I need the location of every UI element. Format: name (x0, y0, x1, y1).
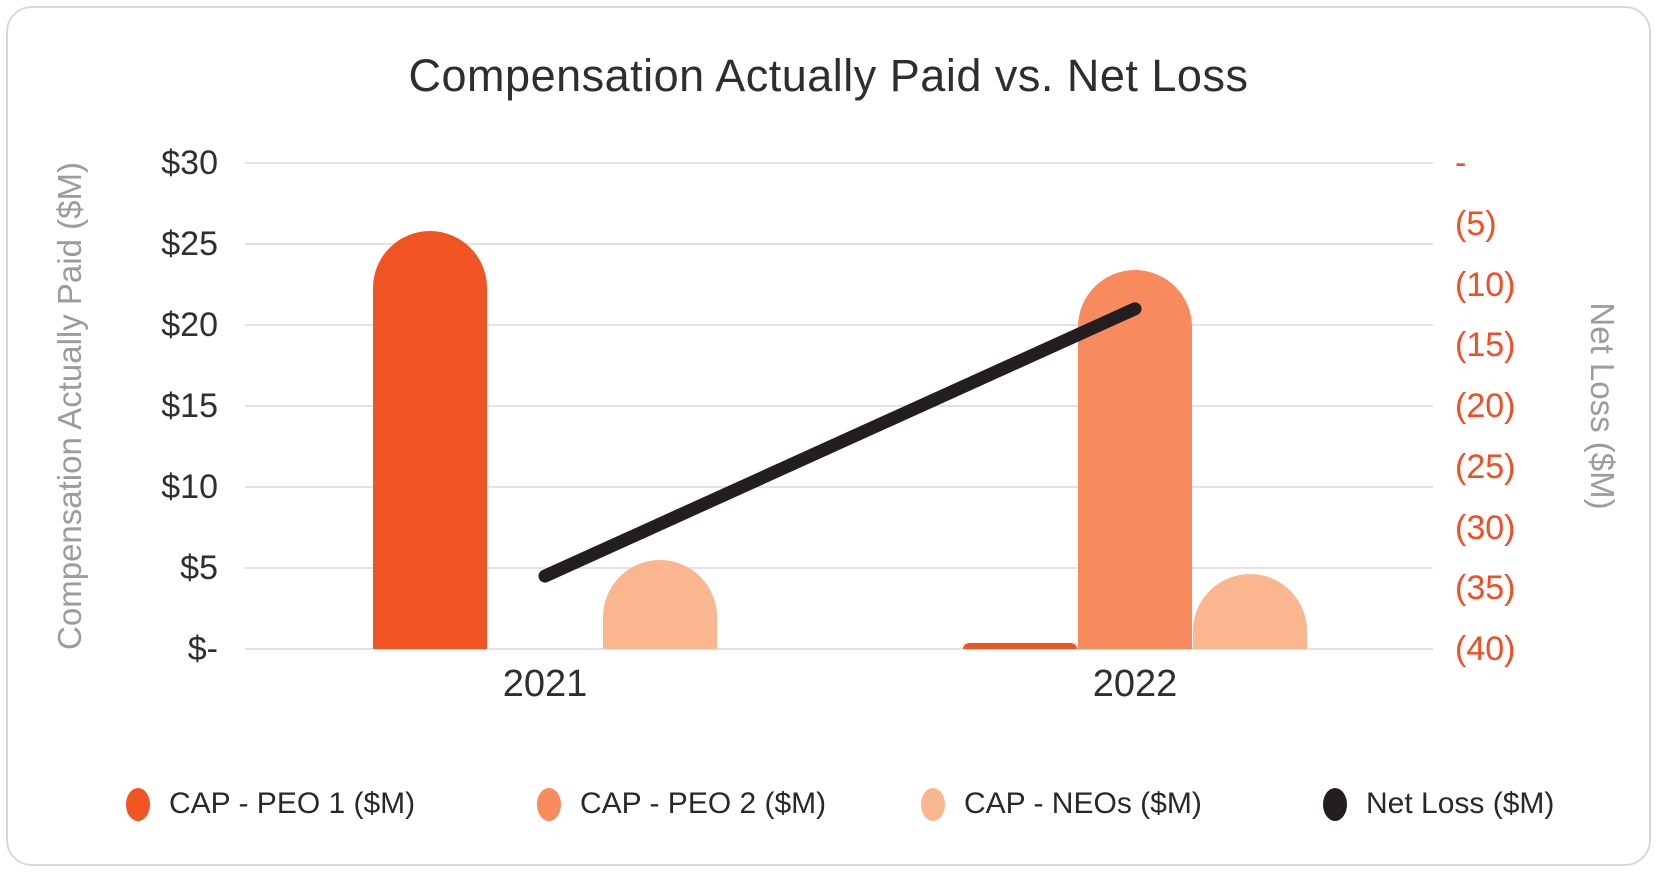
gridline (245, 486, 1433, 488)
left-axis-tick: $30 (161, 144, 218, 182)
gridline (245, 324, 1433, 326)
chart-title: Compensation Actually Paid vs. Net Loss (408, 50, 1249, 101)
left-axis-tick: $10 (161, 468, 218, 506)
cap-peo-2-dot-icon (537, 787, 561, 821)
plot-area (245, 162, 1433, 650)
gridline (245, 162, 1433, 164)
x-axis-label-2022: 2022 (1092, 663, 1178, 705)
gridline (245, 405, 1433, 407)
x-axis-label-2021: 2021 (502, 663, 588, 705)
net-loss-dot-icon (1323, 787, 1347, 821)
right-axis-tick: (40) (1455, 630, 1516, 668)
left-axis-tick: $20 (161, 306, 218, 344)
left-axis-tick: $5 (180, 549, 218, 587)
right-axis-tick: (10) (1455, 265, 1516, 304)
gridline (245, 567, 1433, 569)
legend: CAP - PEO 1 ($M) CAP - PEO 2 ($M) CAP - … (8, 780, 1649, 828)
left-axis-tick: $- (187, 630, 218, 668)
legend-item-cap-neos: CAP - NEOs ($M) (921, 780, 1202, 828)
right-axis-tick: (20) (1455, 387, 1516, 425)
legend-item-cap-peo-2: CAP - PEO 2 ($M) (537, 780, 826, 828)
right-axis-tick: (15) (1455, 326, 1516, 365)
right-axis-tick: (5) (1455, 204, 1497, 243)
bar-cap-peo-1-m-2022 (963, 643, 1077, 649)
legend-label-cap-neos: CAP - NEOs ($M) (964, 787, 1202, 820)
legend-item-net-loss: Net Loss ($M) (1323, 780, 1554, 828)
bar-cap-peo-1-m-2021 (373, 231, 487, 649)
bar-cap-neos-m-2021 (603, 559, 717, 649)
cap-peo-1-dot-icon (126, 787, 150, 821)
legend-item-cap-peo-1: CAP - PEO 1 ($M) (126, 780, 415, 828)
cap-neos-dot-icon (921, 787, 945, 821)
legend-label-net-loss: Net Loss ($M) (1366, 787, 1555, 820)
legend-label-cap-peo-1: CAP - PEO 1 ($M) (169, 787, 416, 820)
left-axis-tick: $15 (161, 387, 218, 425)
legend-label-cap-peo-2: CAP - PEO 2 ($M) (580, 787, 827, 820)
gridline (245, 243, 1433, 245)
right-axis-tick: - (1455, 144, 1467, 182)
right-axis-tick: (30) (1455, 508, 1516, 547)
gridline (245, 648, 1433, 650)
chart-card: Compensation Actually Paid vs. Net Loss … (6, 6, 1651, 866)
right-axis-tick: (35) (1455, 569, 1516, 608)
right-axis-title: Net Loss ($M) (1584, 302, 1621, 510)
left-axis-tick: $25 (161, 225, 218, 263)
right-axis-tick: (25) (1455, 447, 1516, 486)
line-net-loss-m (538, 302, 1142, 583)
